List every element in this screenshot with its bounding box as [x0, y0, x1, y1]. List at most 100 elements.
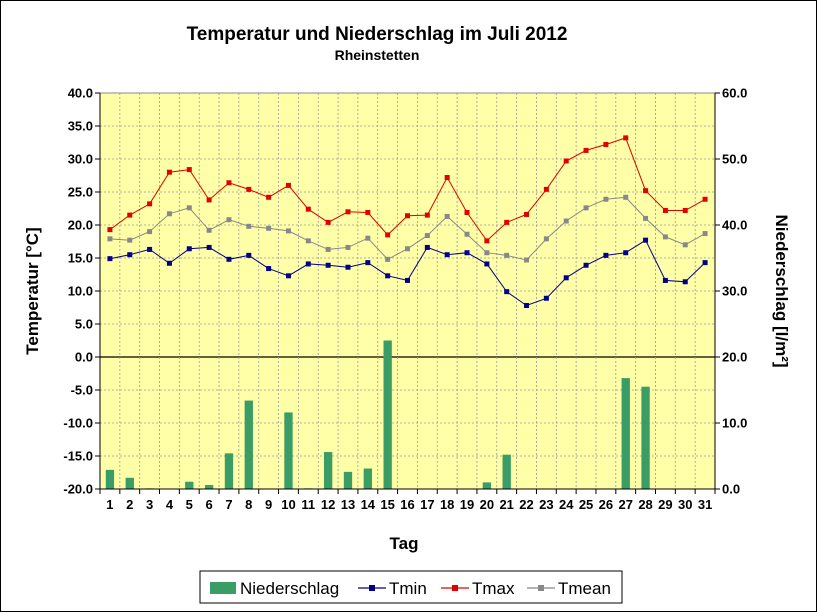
point-tmin — [662, 277, 668, 283]
left-tick-label: 25.0 — [68, 185, 93, 200]
legend-marker-tmax — [452, 585, 458, 591]
point-tmean — [424, 233, 430, 239]
point-tmax — [484, 238, 490, 244]
point-tmax — [543, 186, 549, 192]
x-tick-label: 9 — [265, 497, 272, 512]
point-tmax — [563, 158, 569, 164]
axis-ticks: 40.035.030.025.020.015.010.05.00.0-5.0-1… — [63, 86, 747, 513]
point-tmax — [325, 219, 331, 225]
legend-box — [199, 570, 623, 604]
point-tmin — [246, 252, 252, 258]
point-tmax — [464, 209, 470, 215]
legend-label-niederschlag: Niederschlag — [240, 579, 339, 598]
point-tmax — [662, 207, 668, 213]
left-tick-label: 30.0 — [68, 152, 93, 167]
point-tmax — [266, 194, 272, 200]
bar-niederschlag — [383, 340, 392, 489]
point-tmin — [405, 277, 410, 283]
bar-niederschlag — [284, 412, 293, 489]
point-tmean — [583, 205, 589, 211]
x-tick-label: 10 — [281, 497, 295, 512]
point-tmin — [385, 273, 391, 279]
point-tmin — [325, 262, 331, 268]
bar-niederschlag — [204, 485, 214, 489]
point-tmean — [662, 234, 668, 240]
point-tmean — [285, 228, 291, 234]
point-tmax — [186, 167, 192, 173]
x-tick-label: 11 — [301, 497, 315, 512]
point-tmean — [305, 238, 311, 244]
point-tmin — [226, 256, 232, 262]
point-tmean — [702, 231, 708, 237]
point-tmean — [266, 225, 272, 231]
point-tmax — [682, 207, 688, 213]
point-tmean — [504, 252, 510, 258]
x-tick-label: 19 — [460, 497, 474, 512]
x-tick-label: 16 — [400, 497, 414, 512]
point-tmean — [603, 196, 609, 202]
right-tick-label: 40.0 — [722, 218, 747, 233]
left-tick-label: 10.0 — [68, 284, 93, 299]
point-tmax — [246, 186, 252, 192]
bar-niederschlag — [244, 400, 253, 489]
point-tmax — [643, 188, 649, 194]
left-tick-label: 5.0 — [75, 317, 93, 332]
x-tick-label: 8 — [245, 497, 252, 512]
x-tick-label: 7 — [225, 497, 232, 512]
bar-niederschlag — [125, 477, 134, 489]
point-tmean — [405, 246, 410, 252]
point-tmean — [107, 236, 113, 242]
point-tmean — [543, 236, 549, 242]
point-tmin — [127, 252, 133, 258]
point-tmean — [345, 244, 351, 250]
x-tick-label: 13 — [341, 497, 355, 512]
point-tmax — [603, 141, 609, 147]
x-tick-label: 5 — [186, 497, 193, 512]
left-tick-label: -10.0 — [63, 416, 93, 431]
x-tick-label: 6 — [205, 497, 212, 512]
point-tmin — [702, 260, 708, 266]
point-tmin — [365, 260, 371, 266]
left-tick-label: 35.0 — [68, 119, 93, 134]
point-tmax — [583, 147, 589, 153]
x-tick-label: 1 — [106, 497, 113, 512]
bar-niederschlag — [641, 386, 650, 489]
x-tick-label: 30 — [678, 497, 692, 512]
x-tick-label: 17 — [420, 497, 434, 512]
point-tmin — [464, 250, 470, 256]
left-tick-label: -15.0 — [63, 449, 93, 464]
x-tick-label: 24 — [559, 497, 574, 512]
left-tick-label: 20.0 — [68, 218, 93, 233]
legend-label-tmin: Tmin — [389, 579, 427, 598]
point-tmin — [682, 279, 688, 285]
x-tick-label: 15 — [380, 497, 394, 512]
point-tmax — [444, 174, 450, 180]
bar-niederschlag — [621, 378, 630, 489]
point-tmin — [563, 275, 569, 281]
point-tmean — [226, 217, 232, 223]
point-tmin — [543, 295, 549, 301]
point-tmin — [524, 303, 530, 309]
x-tick-label: 4 — [166, 497, 174, 512]
point-tmin — [107, 256, 113, 262]
x-tick-label: 23 — [539, 497, 553, 512]
point-tmax — [405, 213, 410, 219]
point-tmax — [127, 212, 133, 218]
point-tmax — [524, 211, 530, 217]
chart-subtitle: Rheinstetten — [335, 47, 420, 63]
point-tmean — [206, 227, 212, 233]
point-tmin — [643, 237, 649, 243]
point-tmax — [702, 196, 708, 202]
point-tmin — [147, 246, 153, 252]
point-tmean — [444, 213, 450, 219]
right-tick-label: 20.0 — [722, 350, 747, 365]
point-tmax — [285, 182, 291, 188]
point-tmean — [127, 237, 133, 243]
grid — [100, 93, 715, 489]
legend-label-tmean: Tmean — [558, 579, 611, 598]
bar-niederschlag — [105, 469, 115, 489]
point-tmax — [385, 232, 391, 238]
point-tmax — [623, 135, 629, 141]
point-tmean — [166, 211, 172, 217]
